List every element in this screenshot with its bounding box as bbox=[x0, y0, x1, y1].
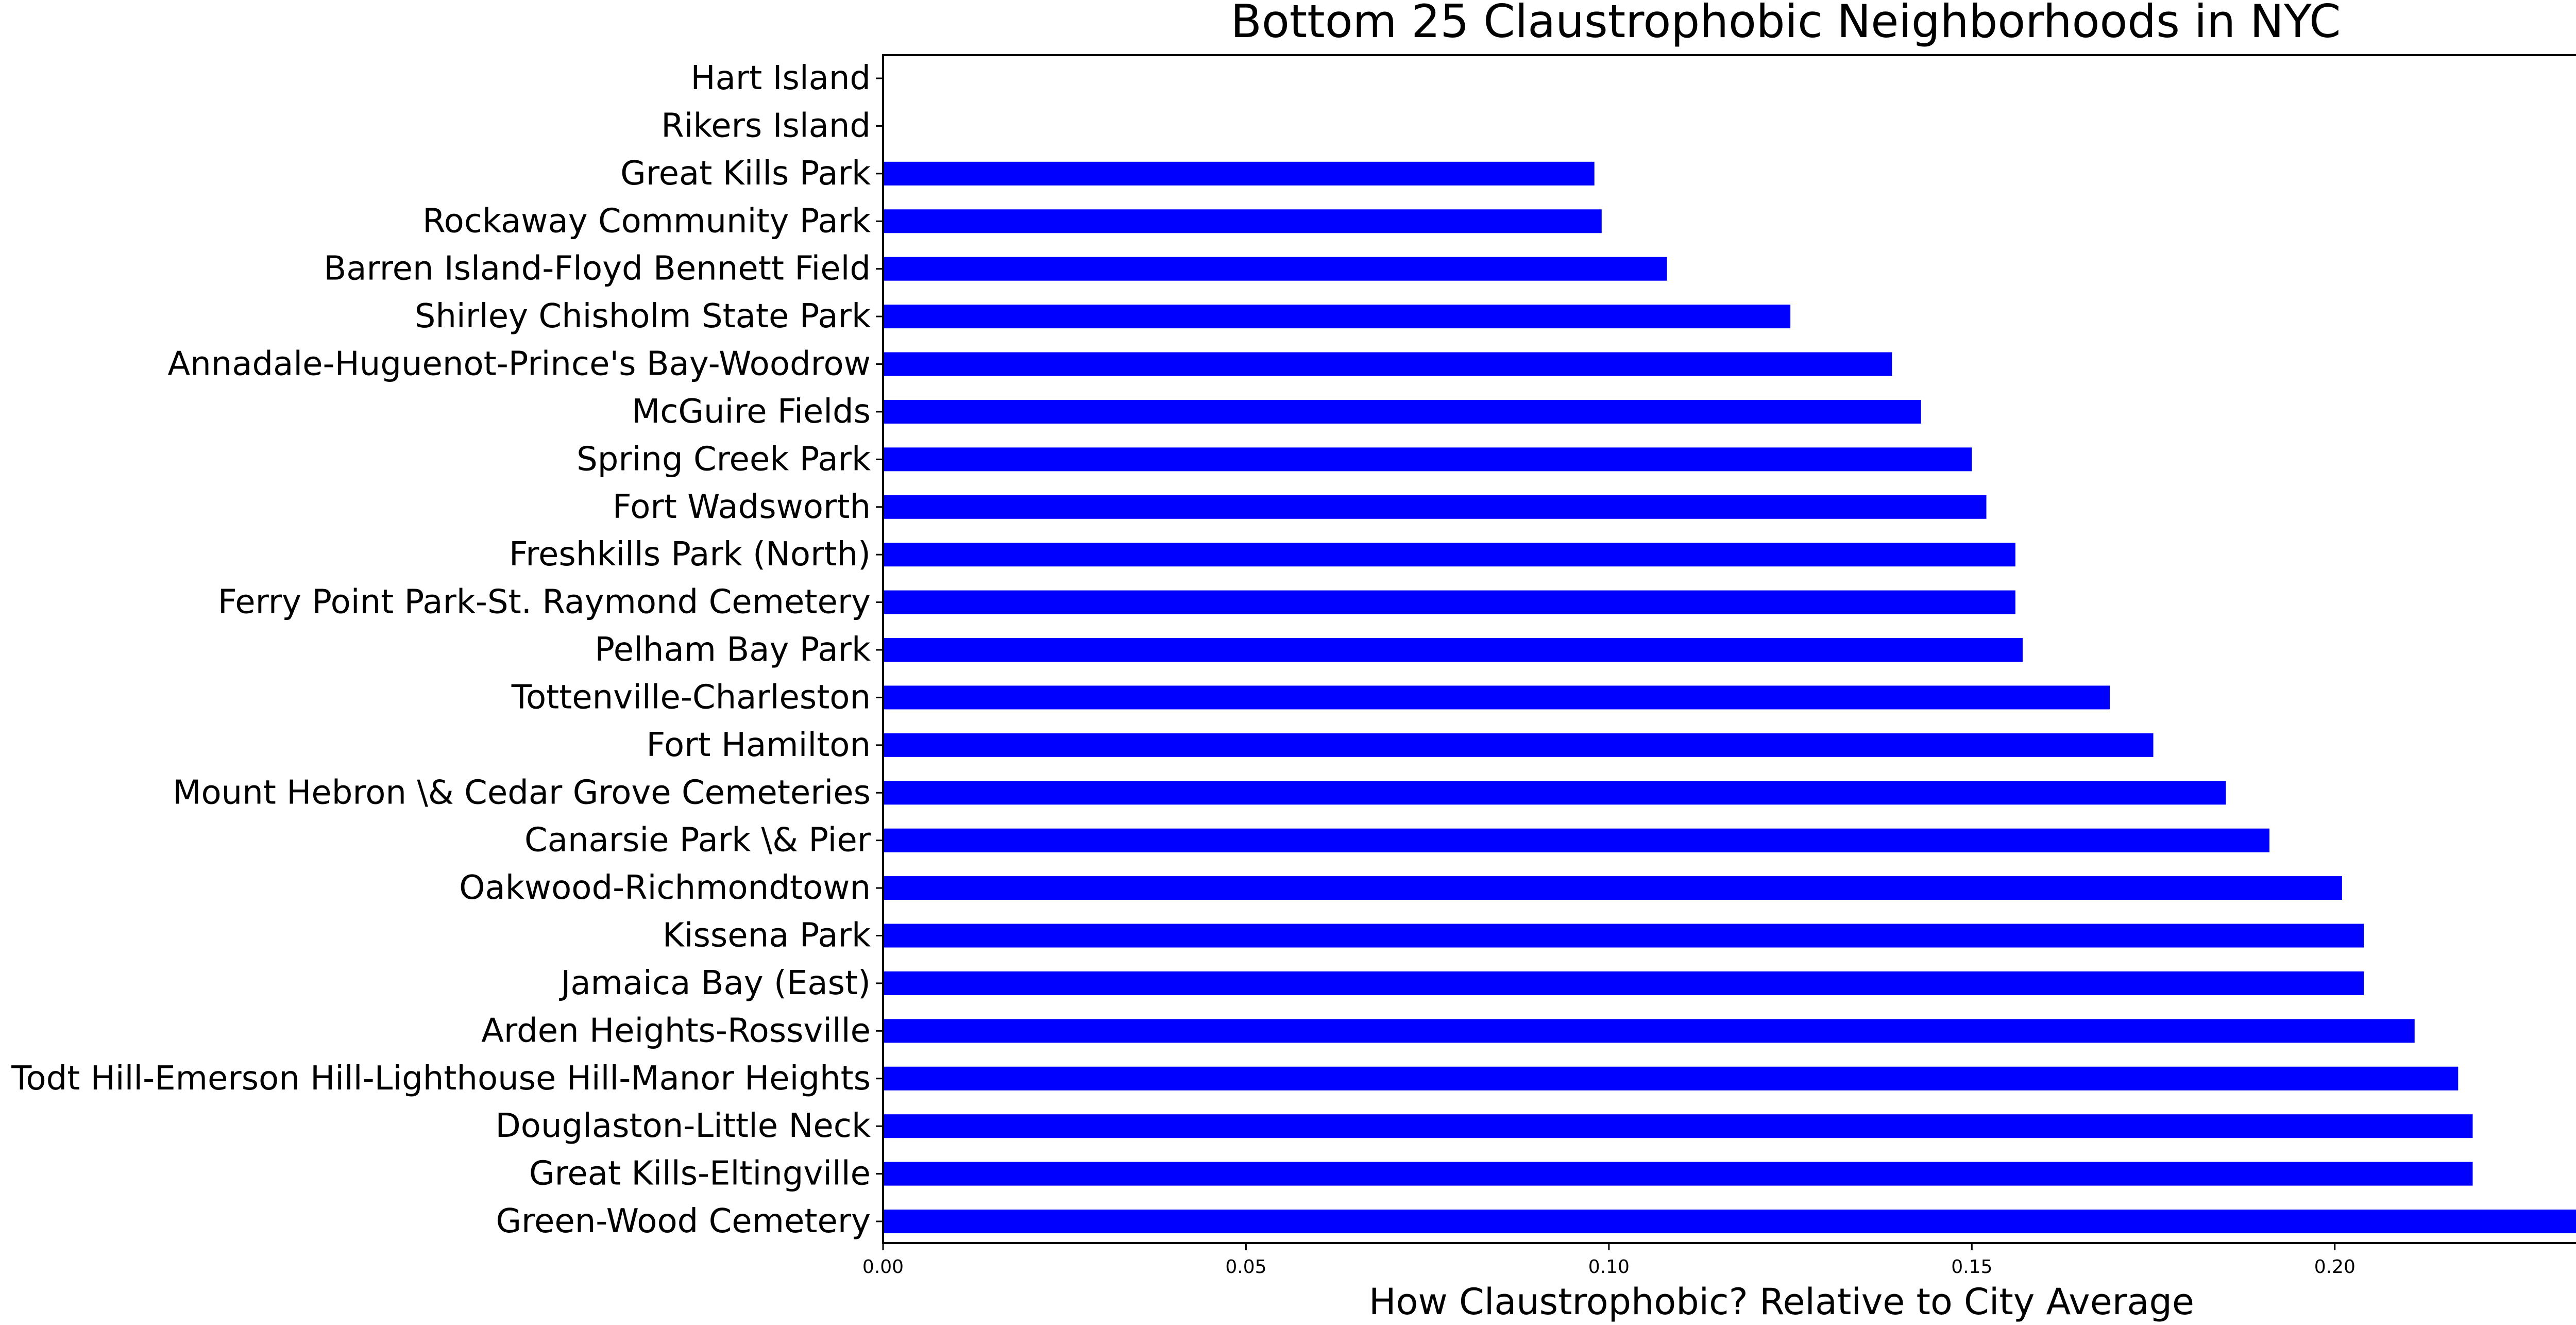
bar bbox=[883, 447, 1972, 472]
y-tick-label: Tottenville-Charleston bbox=[511, 678, 871, 716]
bar bbox=[883, 971, 2364, 995]
y-tick-label: Douglaston-Little Neck bbox=[496, 1107, 871, 1145]
y-tick-label: Todt Hill-Emerson Hill-Lighthouse Hill-M… bbox=[11, 1060, 871, 1098]
x-tick-label: 0.20 bbox=[2314, 1256, 2355, 1278]
bar bbox=[883, 876, 2342, 900]
bar bbox=[883, 590, 2015, 614]
bar bbox=[883, 209, 1602, 233]
y-tick-label: Green-Wood Cemetery bbox=[496, 1202, 871, 1240]
bar bbox=[883, 1114, 2473, 1138]
y-tick-label: Great Kills Park bbox=[620, 155, 871, 193]
bar bbox=[883, 733, 2154, 757]
y-tick-label: Spring Creek Park bbox=[577, 440, 871, 478]
x-tick-labels: 0.00 0.05 0.10 0.15 0.20 bbox=[862, 1243, 2355, 1278]
y-tick-label: Arden Heights-Rossville bbox=[481, 1012, 871, 1050]
y-tick-label: Rikers Island bbox=[661, 107, 871, 145]
bar bbox=[883, 638, 2023, 662]
plot-area-frame bbox=[882, 54, 2576, 1244]
y-tick-label: Hart Island bbox=[691, 59, 871, 97]
y-tick-label: Annadale-Huguenot-Prince's Bay-Woodrow bbox=[167, 345, 871, 383]
y-tick-label: Barren Island-Floyd Bennett Field bbox=[324, 250, 871, 288]
y-tick-label: Freshkills Park (North) bbox=[509, 535, 871, 574]
bar bbox=[883, 399, 1921, 424]
bar bbox=[883, 685, 2110, 710]
bar bbox=[883, 1019, 2415, 1043]
x-tick-label: 0.05 bbox=[1225, 1256, 1266, 1278]
y-tick-label: Fort Wadsworth bbox=[613, 488, 871, 526]
y-tick-label: Fort Hamilton bbox=[647, 726, 871, 764]
y-tick-labels: Hart Island Rikers Island Great Kills Park… bbox=[11, 59, 883, 1240]
x-axis-label: How Claustrophobic? Relative to City Ave… bbox=[1369, 1281, 2194, 1323]
bar bbox=[883, 1162, 2473, 1186]
bar bbox=[883, 495, 1987, 519]
bar bbox=[883, 1210, 2576, 1233]
bar bbox=[883, 543, 2015, 567]
y-tick-label: Rockaway Community Park bbox=[422, 202, 871, 240]
bar bbox=[883, 257, 1667, 281]
bar bbox=[883, 924, 2364, 948]
y-tick-label: Mount Hebron \& Cedar Grove Cemeteries bbox=[173, 774, 871, 812]
x-tick-label: 0.00 bbox=[862, 1256, 904, 1278]
bar bbox=[883, 781, 2226, 805]
y-tick-label: Great Kills-Eltingville bbox=[529, 1155, 871, 1193]
y-tick-label: Oakwood-Richmondtown bbox=[459, 869, 871, 907]
x-tick-label: 0.10 bbox=[1588, 1256, 1630, 1278]
y-tick-label: Kissena Park bbox=[663, 917, 871, 955]
chart-title: Bottom 25 Claustrophobic Neighborhoods i… bbox=[1231, 0, 2341, 48]
bar bbox=[883, 828, 2269, 852]
bar bbox=[883, 161, 1595, 186]
bar bbox=[883, 352, 1892, 376]
y-tick-label: Ferry Point Park-St. Raymond Cemetery bbox=[218, 583, 871, 622]
bar bbox=[883, 305, 1791, 329]
y-tick-label: Jamaica Bay (East) bbox=[558, 964, 871, 1002]
bars-group bbox=[883, 161, 2576, 1233]
y-tick-label: Pelham Bay Park bbox=[595, 631, 871, 669]
y-tick-label: McGuire Fields bbox=[632, 393, 871, 431]
y-tick-label: Canarsie Park \& Pier bbox=[524, 821, 871, 860]
x-tick-label: 0.15 bbox=[1951, 1256, 1992, 1278]
y-tick-label: Shirley Chisholm State Park bbox=[415, 297, 871, 336]
bar bbox=[883, 1066, 2459, 1091]
